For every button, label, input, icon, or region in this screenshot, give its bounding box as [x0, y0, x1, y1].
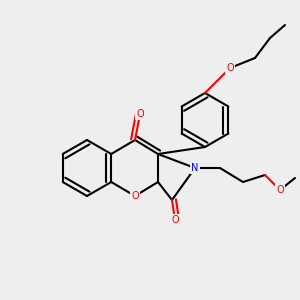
Text: N: N: [191, 163, 199, 173]
Text: O: O: [136, 109, 144, 119]
Text: O: O: [171, 215, 179, 225]
Text: O: O: [131, 191, 139, 201]
Text: O: O: [226, 63, 234, 73]
Text: O: O: [276, 185, 284, 195]
